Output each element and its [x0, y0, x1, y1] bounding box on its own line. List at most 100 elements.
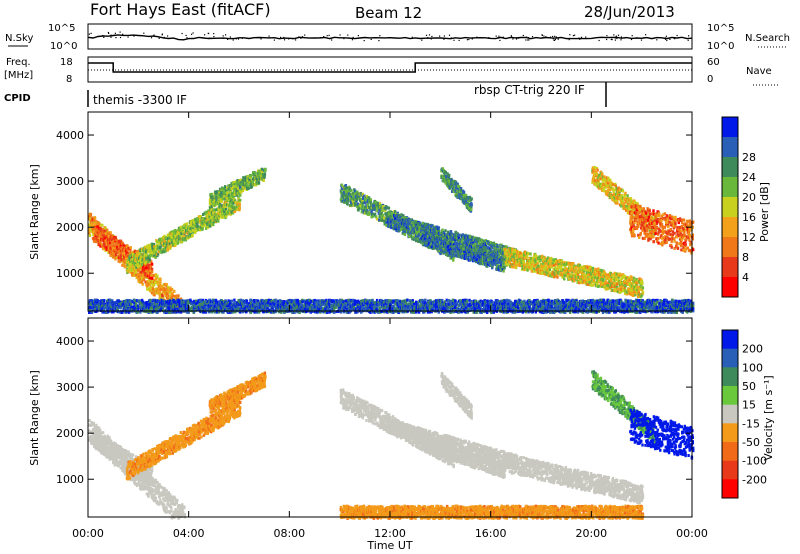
- search-noise-dot: [543, 35, 545, 37]
- echo-pixel: [156, 274, 159, 278]
- echo-pixel: [100, 232, 103, 236]
- echo-pixel: [89, 213, 93, 216]
- echo-pixel: [141, 257, 145, 261]
- echo-pixel: [264, 168, 267, 172]
- echo-pixel: [210, 205, 213, 209]
- echo-pixel: [92, 232, 95, 236]
- echo-pixel: [458, 233, 461, 237]
- search-noise-dot: [163, 36, 165, 38]
- search-noise-dot: [468, 38, 470, 41]
- echo-pixel: [156, 280, 160, 284]
- echo-pixel: [159, 292, 162, 295]
- echo-pixel: [127, 246, 130, 250]
- search-tick-top: 10^5: [707, 23, 734, 34]
- echo-pixel: [238, 202, 241, 206]
- echo-pixel: [114, 238, 117, 242]
- echo-pixel: [191, 228, 195, 232]
- echo-pixel: [136, 252, 139, 256]
- search-noise-dot: [666, 39, 668, 42]
- echo-pixel: [263, 172, 267, 176]
- echo-pixel: [201, 226, 204, 230]
- echo-pixel: [148, 254, 152, 258]
- echo-pixel: [103, 241, 106, 245]
- search-noise-dot: [631, 35, 633, 37]
- echo-pixel: [104, 229, 107, 233]
- echo-pixel: [131, 258, 134, 262]
- search-noise-dot: [495, 35, 497, 37]
- echo-pixel: [346, 202, 349, 206]
- noise-panel: N.Sky 10^5 10^0 10^5 10^0 N.Search: [5, 23, 790, 52]
- search-noise-dot: [268, 37, 270, 39]
- search-noise-dot: [522, 34, 524, 37]
- echo-pixel: [129, 246, 132, 250]
- echo-pixel: [107, 235, 111, 239]
- echo-pixel: [150, 291, 154, 295]
- search-noise-dot: [210, 37, 212, 39]
- echo-pixel: [139, 249, 142, 253]
- echo-pixel: [175, 240, 178, 244]
- search-noise-dot: [466, 39, 468, 41]
- search-noise-dot: [643, 37, 645, 39]
- echo-pixel: [129, 250, 132, 254]
- echo-pixel: [179, 225, 182, 229]
- echo-pixel: [138, 264, 141, 268]
- echo-pixel: [158, 241, 161, 245]
- search-noise-dot: [665, 35, 667, 37]
- echo-pixel: [149, 289, 152, 292]
- search-noise-dot: [687, 39, 689, 41]
- echo-pixel: [381, 213, 385, 217]
- search-noise-dot: [554, 35, 556, 37]
- search-noise-dot: [321, 37, 323, 39]
- search-noise-dot: [476, 36, 478, 38]
- echo-pixel: [120, 255, 124, 259]
- echo-pixel: [162, 248, 165, 252]
- echo-pixel: [111, 235, 114, 239]
- echo-pixel: [190, 230, 193, 234]
- search-noise-dot: [674, 38, 676, 40]
- search-noise-dot: [150, 37, 153, 39]
- sky-noise-trace: [87, 34, 693, 41]
- search-noise-dot: [552, 38, 554, 40]
- echo-pixel: [137, 268, 140, 272]
- search-noise-dot: [615, 35, 617, 37]
- echo-pixel: [142, 264, 145, 268]
- echo-pixel: [154, 255, 157, 259]
- echo-pixel: [120, 258, 124, 262]
- echo-pixel: [143, 252, 147, 256]
- echo-pixel: [156, 252, 160, 256]
- echo-pixel: [148, 265, 151, 269]
- echo-pixel: [137, 280, 141, 283]
- echo-pixel: [170, 239, 174, 242]
- echo-pixel: [91, 224, 94, 228]
- search-noise-dot: [280, 36, 282, 38]
- search-noise-dot: [161, 33, 163, 35]
- sky-tick-top: 10^5: [48, 23, 75, 34]
- echo-pixel: [152, 278, 156, 282]
- search-noise-dot: [232, 39, 234, 41]
- nave-tick-bottom: 0: [707, 74, 713, 85]
- echo-pixel: [152, 287, 155, 291]
- search-noise-dot: [304, 34, 306, 36]
- search-noise-dot: [630, 38, 633, 41]
- echo-pixel: [143, 257, 146, 261]
- echo-pixel: [170, 241, 174, 245]
- search-noise-dot: [283, 36, 285, 39]
- cpid-panel: CPID themis -3300 IF rbsp CT-trig 220 IF: [4, 82, 607, 107]
- echo-pixel: [149, 286, 152, 290]
- search-noise-dot: [378, 40, 380, 42]
- search-noise-dot: [487, 37, 489, 39]
- echo-pixel: [378, 218, 381, 222]
- echo-pixel: [220, 204, 223, 208]
- echo-pixel: [116, 249, 119, 253]
- search-noise-dot: [613, 34, 615, 36]
- search-noise-dot: [579, 38, 581, 40]
- echo-pixel: [185, 222, 188, 226]
- echo-pixel: [183, 232, 186, 236]
- echo-pixel: [101, 227, 104, 231]
- search-noise-dot: [580, 36, 583, 38]
- freq-panel: Freq. [MHz] 18 8 60 0 Nave: [4, 56, 778, 86]
- search-noise-dot: [552, 35, 554, 38]
- echo-pixel: [132, 274, 135, 277]
- echo-pixel: [133, 255, 136, 259]
- echo-pixel: [121, 241, 124, 245]
